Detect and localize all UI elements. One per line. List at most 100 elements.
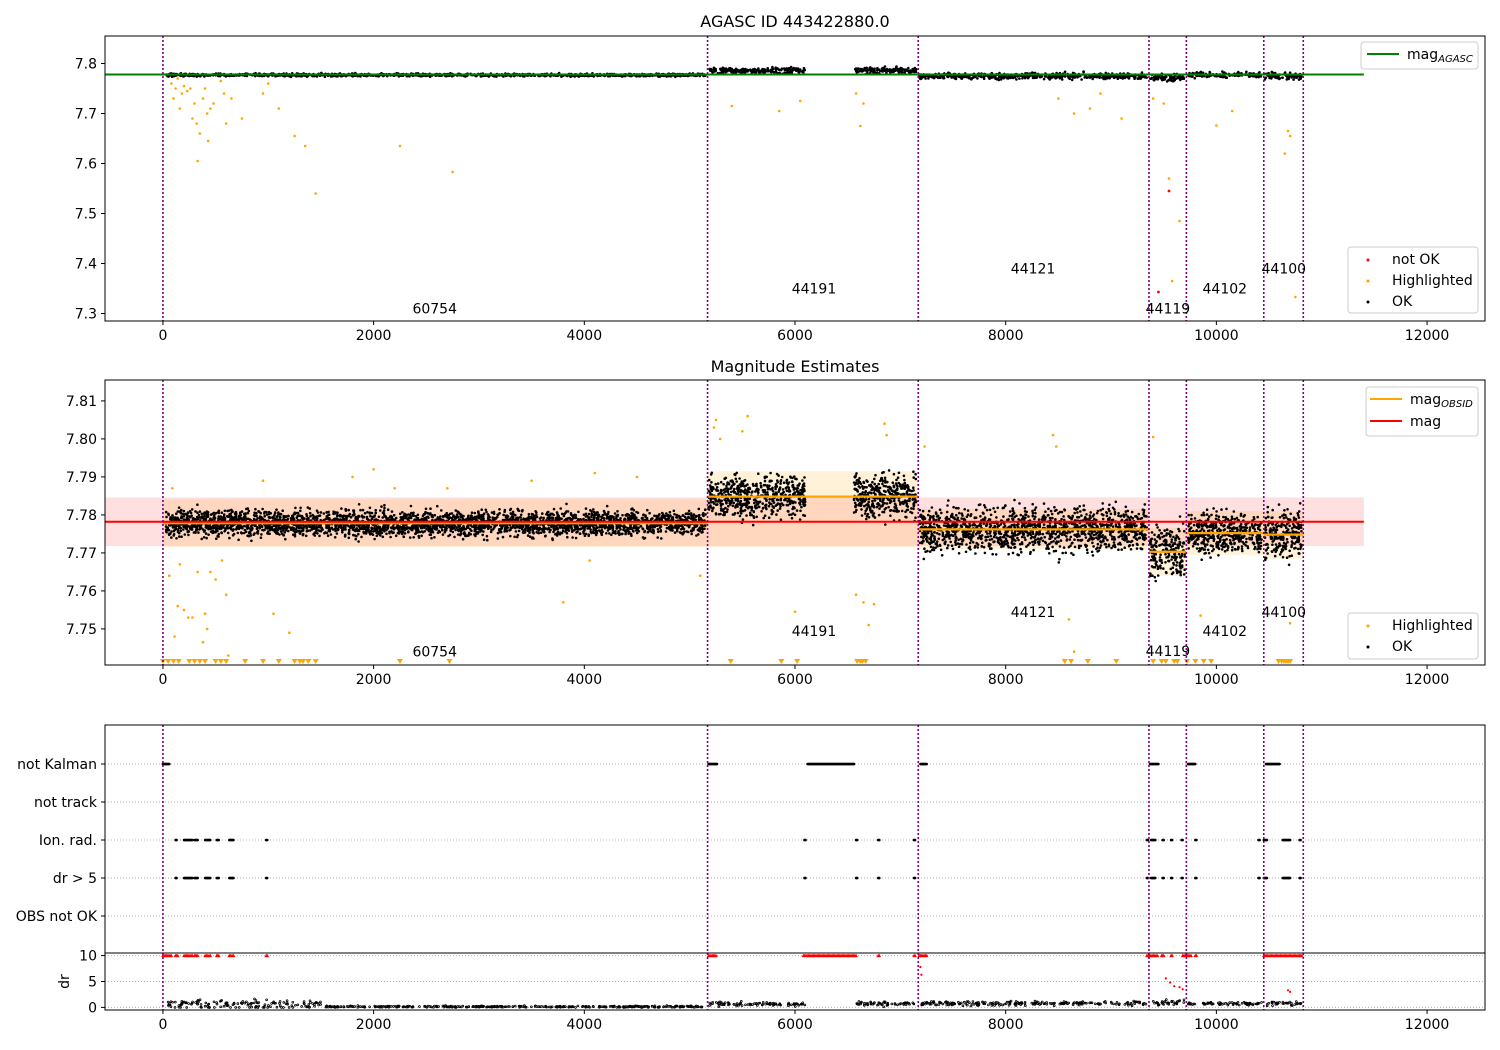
ok-point <box>1024 75 1027 79</box>
ok-point <box>279 512 283 516</box>
ok-point <box>377 515 381 519</box>
ok-point <box>289 75 293 79</box>
highlighted-point <box>201 97 205 100</box>
ok-point <box>398 512 402 516</box>
ok-point <box>215 537 218 540</box>
ok-point <box>873 69 876 72</box>
ok-point <box>911 67 914 71</box>
ok-point <box>335 532 339 535</box>
ok-point <box>982 75 986 79</box>
ok-point <box>1018 77 1021 80</box>
y-tick-label: 7.8 <box>75 57 97 73</box>
ok-point <box>380 505 383 508</box>
ok-point <box>305 513 308 516</box>
ok-point <box>296 511 300 515</box>
ok-point <box>402 535 406 538</box>
ok-point <box>266 530 270 533</box>
highlighted-point <box>798 99 802 103</box>
highlighted-point <box>1178 219 1181 223</box>
highlighted-point <box>193 102 196 105</box>
ok-point <box>647 527 650 531</box>
ok-point <box>254 511 258 515</box>
ok-point <box>635 510 638 514</box>
ok-point <box>252 514 256 517</box>
ok-point <box>615 514 618 518</box>
ok-point <box>592 508 595 511</box>
y-tick-label: 7.3 <box>75 307 97 323</box>
ok-point <box>368 512 372 515</box>
highlighted-point <box>777 109 781 113</box>
ok-point <box>412 536 416 539</box>
ok-point <box>293 533 297 536</box>
ok-point <box>463 531 466 534</box>
ok-point <box>661 515 664 519</box>
ok-point <box>803 68 806 72</box>
ok-point <box>560 512 564 516</box>
highlighted-point <box>196 159 200 163</box>
ok-point <box>724 69 727 73</box>
highlighted-point <box>1120 117 1123 120</box>
ok-point <box>477 510 480 513</box>
ok-point <box>368 506 372 510</box>
ok-point <box>489 525 493 529</box>
ok-point <box>361 508 365 512</box>
ok-point <box>854 68 858 71</box>
ok-point <box>783 68 787 72</box>
ok-point <box>381 516 385 519</box>
ok-point <box>1063 70 1067 74</box>
ok-point <box>632 508 636 512</box>
ok-point <box>617 531 621 534</box>
ok-point <box>275 515 279 518</box>
ok-point <box>200 512 204 516</box>
ok-point <box>437 517 441 521</box>
x-tick-label: 2000 <box>356 328 392 344</box>
ok-point <box>1070 78 1074 82</box>
ok-point <box>458 533 462 537</box>
ok-point <box>719 67 722 71</box>
ok-point <box>1080 78 1083 81</box>
ok-point <box>437 529 441 533</box>
ok-point <box>279 516 282 519</box>
ok-point <box>643 530 646 534</box>
ok-point <box>600 533 604 537</box>
ok-point <box>347 524 351 528</box>
ok-point <box>598 525 601 529</box>
ok-point <box>420 534 423 538</box>
obsid-label: 44191 <box>792 282 837 298</box>
ok-point <box>566 510 570 513</box>
ok-point <box>1091 77 1094 81</box>
ok-point <box>424 507 428 511</box>
not-ok-point <box>1167 189 1171 193</box>
ok-point <box>575 531 578 534</box>
ok-point <box>896 69 899 72</box>
ok-point <box>773 71 776 74</box>
ok-point <box>678 531 682 534</box>
ok-point <box>574 516 578 520</box>
ok-point <box>256 517 259 520</box>
ok-point <box>1152 78 1156 82</box>
ok-point <box>731 70 735 74</box>
ok-point <box>553 528 556 532</box>
ok-point <box>1193 76 1197 80</box>
ok-point <box>416 513 420 517</box>
ok-point <box>172 534 175 537</box>
ok-point <box>924 77 927 80</box>
ok-point <box>758 69 761 72</box>
ok-point <box>381 535 385 539</box>
ok-point <box>635 75 638 78</box>
ok-point <box>370 532 373 535</box>
ok-point <box>247 534 251 538</box>
ok-point <box>995 77 999 81</box>
ok-point <box>701 513 704 516</box>
ok-point <box>629 532 633 536</box>
ok-point <box>866 68 869 72</box>
x-tick-label: 0 <box>158 328 167 344</box>
ok-point <box>1208 70 1211 74</box>
ok-point <box>226 509 229 513</box>
ok-point <box>187 529 190 533</box>
highlighted-point <box>224 122 228 125</box>
ok-point <box>757 67 760 70</box>
highlighted-point <box>230 97 233 100</box>
ok-point <box>177 531 181 535</box>
